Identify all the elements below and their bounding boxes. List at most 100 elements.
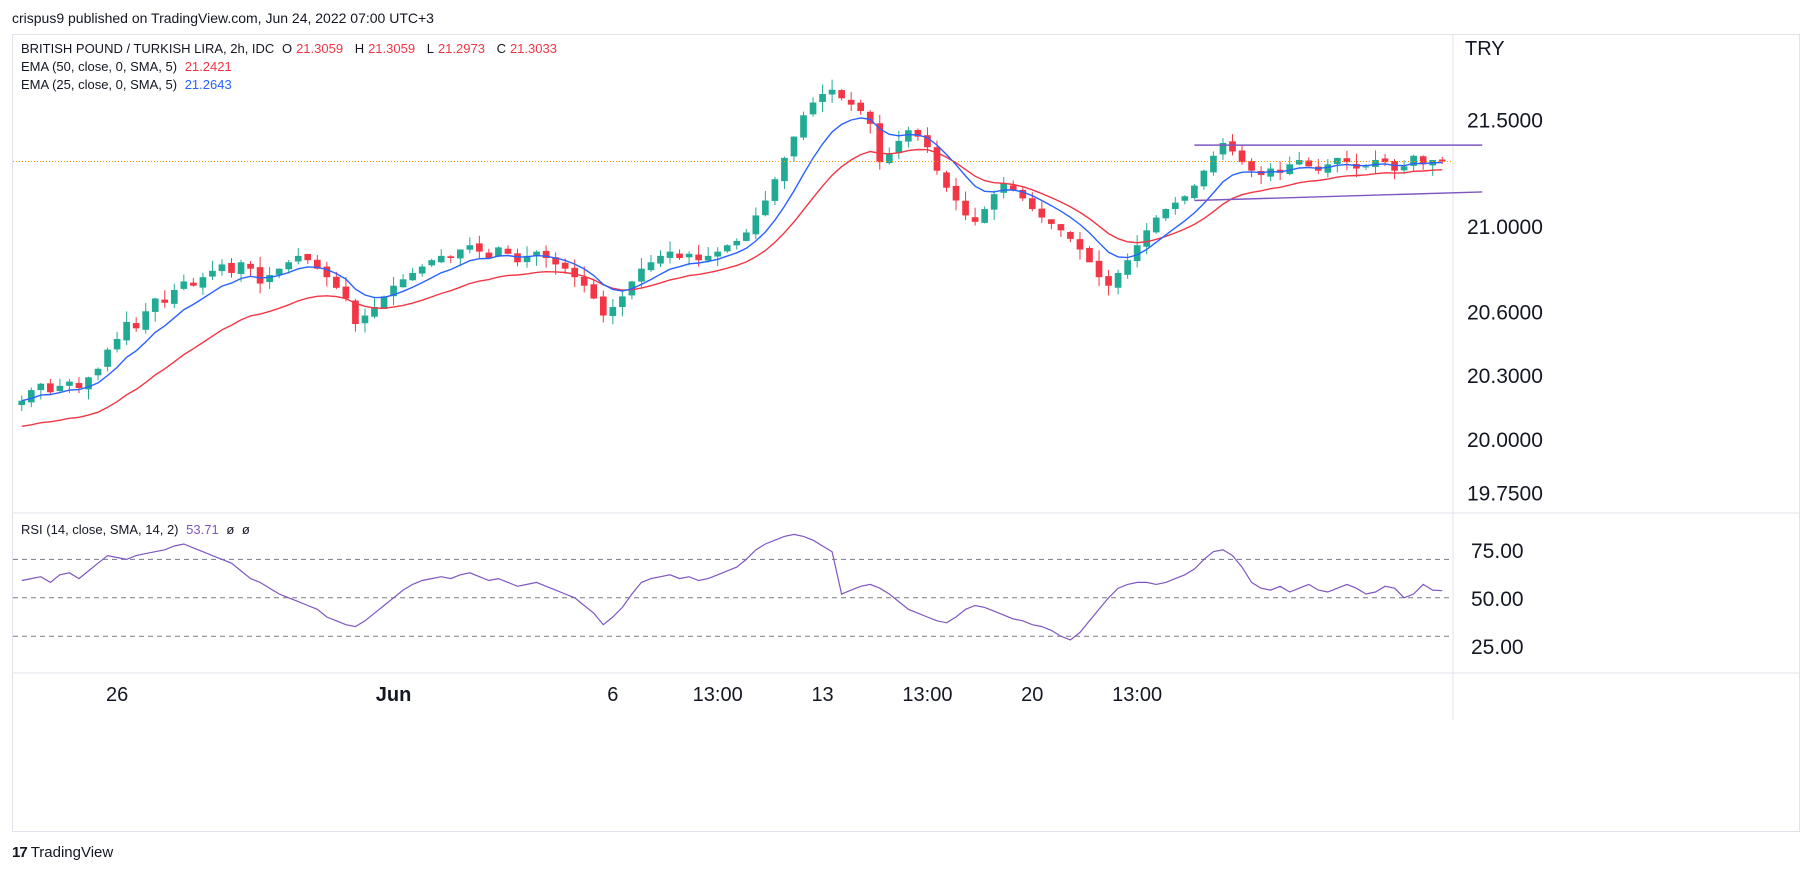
candle-body [847, 99, 855, 105]
price-tick-label: 19.7500 [1467, 482, 1543, 505]
candle-body [285, 262, 293, 270]
candle-body [199, 277, 207, 288]
brand-name: TradingView [30, 844, 114, 861]
candle-body [1057, 224, 1065, 231]
candle-body [828, 89, 836, 95]
x-tick-label: 13 [811, 684, 833, 706]
candle-body [1009, 185, 1017, 190]
candle-body [580, 277, 588, 286]
ema50-label: EMA (50, close, 0, SMA, 5) [21, 59, 178, 74]
candle-body [495, 247, 502, 257]
candle-body [990, 194, 998, 210]
candle-body [66, 381, 73, 386]
candle-body [237, 262, 245, 274]
candle-body [466, 245, 474, 250]
candle-body [266, 275, 273, 283]
candle-body [523, 255, 531, 263]
candle-body [533, 251, 540, 257]
candle-body [380, 296, 388, 309]
candle-body [676, 253, 683, 259]
candle-body [56, 385, 64, 392]
candle-body [352, 300, 359, 325]
candle-body [1381, 158, 1389, 163]
rsi-tick-label: 50.00 [1471, 588, 1524, 611]
candle-body [1372, 160, 1379, 167]
candle-body [437, 255, 445, 263]
candle-body [733, 240, 741, 246]
rsi-line [21, 533, 1443, 641]
candle-body [476, 243, 483, 252]
price-tick-label: 21.0000 [1467, 216, 1543, 239]
rsi-legend[interactable]: RSI (14, close, SMA, 14, 2) 53.71 ø ø [21, 522, 254, 537]
high-label: H [354, 41, 365, 56]
candle-body [1324, 164, 1332, 173]
candle-body [342, 286, 350, 299]
candle-body [561, 262, 569, 269]
candle-body [1076, 239, 1084, 250]
candle-body [256, 267, 264, 284]
candle-body [161, 299, 169, 303]
candle-body [75, 383, 83, 388]
candle-body [838, 90, 845, 99]
candle-body [275, 268, 283, 275]
ema50-legend[interactable]: EMA (50, close, 0, SMA, 5) 21.2421 [21, 59, 236, 74]
brand-footer[interactable]: 17 TradingView [12, 844, 113, 861]
candle-body [905, 130, 912, 142]
candle-body [762, 200, 769, 216]
candle-body [742, 232, 750, 241]
candle-body [228, 262, 235, 273]
candle-body [1171, 202, 1179, 210]
candle-body [885, 153, 893, 164]
candle-body [790, 136, 798, 157]
candle-body [1400, 166, 1408, 171]
candle-body [781, 157, 788, 182]
candle-body [962, 200, 969, 216]
candle-body [685, 253, 693, 258]
candle-body [638, 268, 645, 282]
candle-body [809, 102, 817, 115]
candle-body [1238, 150, 1246, 163]
candle-body [1305, 160, 1313, 167]
close-label: C [496, 41, 506, 56]
candle-body [1419, 156, 1427, 165]
candle-body [294, 255, 302, 262]
candle-body [647, 262, 655, 271]
candle-body [1124, 260, 1131, 275]
candle-body [123, 321, 130, 341]
candle-body [1286, 164, 1294, 175]
ema25-legend[interactable]: EMA (25, close, 0, SMA, 5) 21.2643 [21, 77, 236, 92]
rsi-extra-2: ø [241, 522, 250, 537]
candle-body [599, 296, 607, 316]
candle-body [857, 102, 865, 112]
candle-body [1353, 163, 1360, 169]
candle-body [247, 263, 254, 269]
chart-canvas[interactable]: TRY 21.5000 21.0000 20.6000 20.3000 20.0000 19… [13, 35, 1799, 831]
candle-body [723, 245, 731, 252]
x-tick-label: Jun [376, 684, 412, 706]
candle-body [1229, 141, 1236, 152]
candle-body [1143, 230, 1151, 247]
candle-body [333, 276, 340, 288]
candle-body [1191, 185, 1198, 199]
candle-body [571, 267, 579, 278]
candle-body [876, 123, 884, 163]
candle-body [514, 253, 521, 263]
candle-body [113, 338, 121, 350]
candle-body [619, 296, 626, 308]
candle-body [447, 256, 455, 259]
rsi-extra-1: ø [226, 522, 235, 537]
tradingview-logo-icon: 17 [12, 844, 28, 861]
candle-body [714, 251, 722, 257]
candle-body [666, 251, 674, 258]
candle-body [695, 254, 702, 261]
candle-body [1105, 276, 1112, 286]
price-tick-label: 20.3000 [1467, 365, 1543, 388]
candle-body [1038, 208, 1046, 218]
ema25-label: EMA (25, close, 0, SMA, 5) [21, 77, 178, 92]
candle-body [1267, 168, 1274, 177]
price-tick-label: 20.6000 [1467, 301, 1543, 324]
close-value: 21.3033 [509, 41, 557, 56]
chart-frame[interactable]: TRY 21.5000 21.0000 20.6000 20.3000 20.0000 19… [12, 34, 1800, 832]
symbol-label: BRITISH POUND / TURKISH LIRA, 2h, IDC [21, 41, 275, 56]
